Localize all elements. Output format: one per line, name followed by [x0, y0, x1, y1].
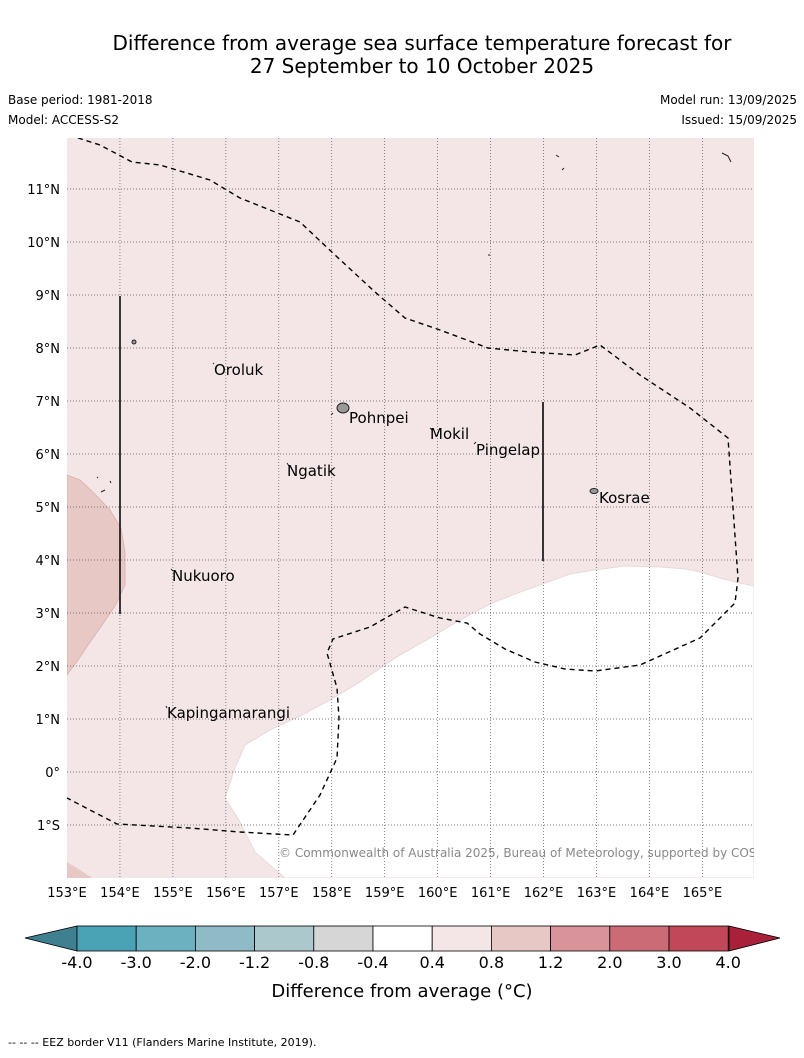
latitude-label: 2°N [36, 660, 61, 675]
colorbar-tick-label: -1.2 [239, 953, 270, 972]
longitude-label: 156°E [206, 886, 246, 901]
colorbar-cell [372, 925, 433, 952]
colorbar-cell [431, 925, 492, 952]
colorbar-tick-label: 0.4 [419, 953, 444, 972]
longitude-label: 158°E [312, 886, 352, 901]
longitude-label: 165°E [683, 886, 723, 901]
latitude-label: 11°N [27, 183, 60, 198]
colorbar-tick-label: -3.0 [121, 953, 152, 972]
base-period: Base period: 1981-2018 [8, 93, 153, 107]
nukuoro-islet [170, 568, 174, 572]
ngatik-islet [286, 462, 290, 467]
mokil-islet [429, 427, 433, 431]
title-line-1: Difference from average sea surface temp… [112, 31, 732, 55]
eez-footnote: -- -- -- EEZ border V11 (Flanders Marine… [8, 1036, 317, 1049]
label-kapingamarangi: Kapingamarangi [167, 704, 290, 722]
model-name: Model: ACCESS-S2 [8, 113, 120, 127]
kapinga-islet [165, 705, 168, 709]
issued-date: Issued: 15/09/2025 [681, 113, 797, 127]
longitude-label: 160°E [418, 886, 458, 901]
colorbar-tick-label: 0.8 [479, 953, 504, 972]
longitude-label: 163°E [577, 886, 617, 901]
colorbar-cell [609, 925, 670, 952]
colorbar-cell [313, 925, 374, 952]
latitude-label: 1°N [36, 713, 61, 728]
colorbar-under-arrow [24, 925, 78, 952]
longitude-label: 159°E [365, 886, 405, 901]
label-oroluk: Oroluk [214, 361, 263, 379]
latitude-label: 0° [45, 766, 60, 781]
islets-north [555, 154, 565, 171]
eez-border-line [67, 138, 739, 836]
oroluk-islet [212, 362, 215, 365]
label-pohnpei: Pohnpei [349, 409, 409, 427]
islets-west [96, 476, 112, 493]
title-line-2: 27 September to 10 October 2025 [249, 54, 595, 78]
islets-northeast [721, 152, 732, 163]
colorbar-tick-label: 3.0 [656, 953, 681, 972]
map-figure: Oroluk Pohnpei Mokil Pingelap Ngatik Kos… [24, 138, 784, 1002]
map-gridlines [67, 138, 754, 878]
eez-borders [67, 138, 739, 836]
longitude-label: 155°E [153, 886, 193, 901]
colorbar-cell [135, 925, 196, 952]
colorbar-over-arrow [728, 925, 781, 952]
colorbar-cell [550, 925, 611, 952]
colorbar-cell [194, 925, 255, 952]
islet-pohnpei-w [330, 412, 334, 416]
label-nukuoro: Nukuoro [172, 567, 235, 585]
colorbar-tick-labels: -4.0 -3.0 -2.0 -1.2 -0.8 -0.4 0.4 0.8 1.2 2.0 3.0 4… [61, 953, 741, 972]
pohnpei-island [336, 402, 350, 414]
colorbar-cell [254, 925, 315, 952]
map-plot-area: Oroluk Pohnpei Mokil Pingelap Ngatik Kos… [67, 138, 784, 878]
longitude-label: 161°E [471, 886, 511, 901]
latitude-label: 4°N [36, 554, 61, 569]
model-run: Model run: 13/09/2025 [659, 93, 797, 107]
colorbar-tick-label: 2.0 [597, 953, 622, 972]
colorbar-cell [668, 925, 729, 952]
copyright-notice: © Commonwealth of Australia 2025, Bureau… [279, 846, 784, 860]
latitude-labels: 11°N 10°N 9°N 8°N 7°N 6°N 5°N 4°N 3°N 2°N 1°N 0° 1°S [27, 183, 60, 834]
label-ngatik: Ngatik [287, 462, 336, 480]
colorbar-tick-label: -0.8 [298, 953, 329, 972]
label-kosrae: Kosrae [599, 489, 650, 507]
longitude-label: 154°E [100, 886, 140, 901]
longitude-labels: 153°E 154°E 155°E 156°E 157°E 158°E 159°E 160°E… [47, 886, 722, 901]
anomaly-field-0.8-1.2 [67, 474, 126, 676]
longitude-label: 157°E [259, 886, 299, 901]
islands [96, 152, 732, 709]
latitude-label: 5°N [36, 501, 61, 516]
colorbar-tick-label: 4.0 [715, 953, 740, 972]
anomaly-field-neutral [224, 565, 754, 878]
colorbar-tick-label: -0.4 [357, 953, 388, 972]
colorbar-tick-label: 1.2 [538, 953, 563, 972]
latitude-label: 8°N [36, 342, 61, 357]
colorbar-cell [490, 925, 551, 952]
longitude-label: 153°E [47, 886, 87, 901]
anomaly-field-0.8-1.2-south [67, 862, 92, 878]
latitude-label: 6°N [36, 448, 61, 463]
longitude-label: 162°E [524, 886, 564, 901]
label-mokil: Mokil [430, 425, 469, 443]
colorbar-cell [76, 925, 137, 952]
longitude-label: 164°E [630, 886, 670, 901]
latitude-label: 10°N [27, 236, 60, 251]
latitude-label: 1°S [37, 819, 60, 834]
latitude-label: 7°N [36, 395, 61, 410]
colorbar-tick-label: -2.0 [180, 953, 211, 972]
colorbar-tick-label: -4.0 [61, 953, 92, 972]
map-title: Difference from average sea surface temp… [0, 32, 804, 78]
latitude-label: 3°N [36, 607, 61, 622]
kosrae-island [589, 488, 599, 494]
colorbar-title: Difference from average (°C) [271, 981, 532, 1002]
place-labels: Oroluk Pohnpei Mokil Pingelap Ngatik Kos… [167, 361, 650, 722]
small-island-west [131, 339, 137, 345]
label-pingelap: Pingelap [476, 441, 540, 459]
latitude-label: 9°N [36, 289, 61, 304]
colorbar: -4.0 -3.0 -2.0 -1.2 -0.8 -0.4 0.4 0.8 1.2 2.0 3.0 4… [24, 925, 781, 1002]
pingelap-islet [473, 441, 477, 445]
colorbar-cells [76, 925, 729, 952]
